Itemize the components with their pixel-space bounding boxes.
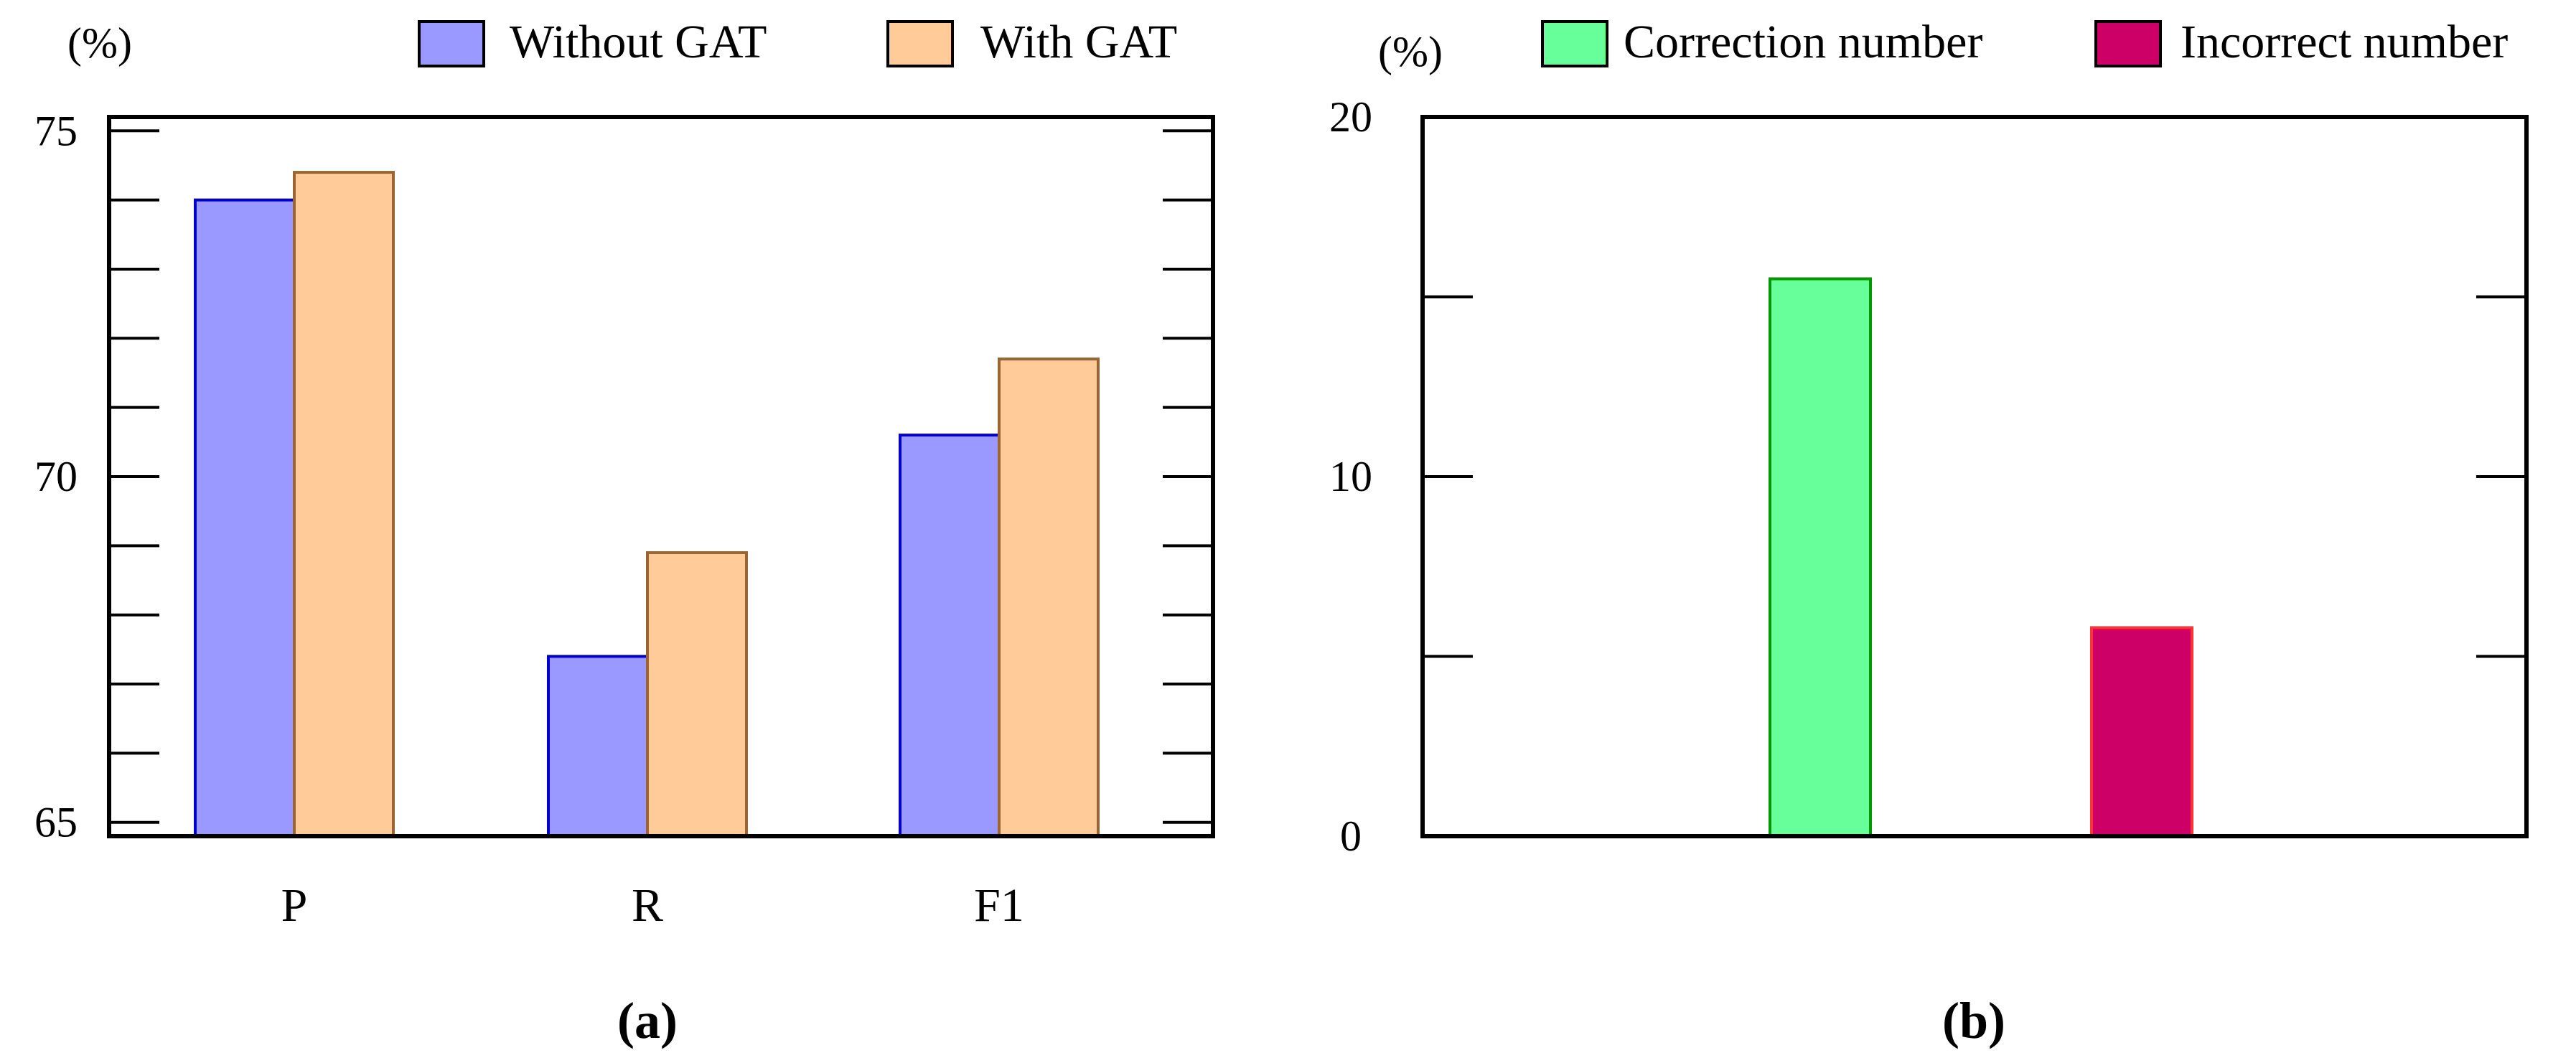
legend-swatch-correction-number	[1541, 20, 1608, 67]
bar-incorrect-number	[2090, 626, 2193, 838]
chart-panel-a: (%) Without GAT With GAT 65 70 75 P R F1 (a)	[34, 16, 1215, 1049]
x-tick-label-a: F1	[974, 879, 1024, 932]
bar-with-gat-p	[293, 171, 395, 838]
x-tick-label-a: P	[281, 879, 308, 932]
y-tick-label-b: 0	[1340, 813, 1362, 860]
bar-correction-number	[1769, 277, 1872, 838]
bar-without-gat-p	[194, 198, 296, 838]
bar-with-gat-f1	[998, 357, 1100, 838]
plot-frame-a	[107, 115, 1215, 838]
legend-label-without-gat: Without GAT	[510, 16, 767, 68]
y-tick-labels-b: 0 10 20	[1329, 93, 1372, 860]
y-unit-label-a: (%)	[67, 19, 132, 67]
y-tick-label-b: 20	[1329, 93, 1372, 141]
legend-a: Without GAT With GAT	[418, 16, 1177, 68]
y-tick-labels-a: 65 70 75	[34, 107, 78, 846]
legend-label-correction-number: Correction number	[1624, 16, 1982, 68]
bar-with-gat-r	[646, 551, 748, 838]
caption-b: (b)	[1942, 992, 2005, 1049]
bars-b	[1769, 277, 2193, 838]
ticks-b	[1423, 295, 2526, 658]
y-tick-label-a: 70	[34, 453, 78, 500]
legend-swatch-without-gat	[418, 20, 485, 67]
legend-label-with-gat: With GAT	[980, 16, 1177, 68]
x-tick-labels-a: P R F1	[281, 879, 1024, 932]
x-tick-label-a: R	[632, 879, 663, 932]
y-tick-label-a: 65	[34, 799, 78, 846]
bar-without-gat-r	[547, 655, 649, 838]
plot-frame-b	[1420, 115, 2529, 838]
bars-a	[194, 171, 1100, 838]
chart-panel-b: (%) Correction number Incorrect number 0…	[1329, 16, 2529, 1049]
legend-swatch-incorrect-number	[2094, 20, 2162, 67]
legend-b: Correction number Incorrect number	[1541, 16, 2508, 68]
caption-a: (a)	[617, 992, 678, 1049]
ticks-a	[109, 129, 1213, 824]
bar-without-gat-f1	[899, 434, 1001, 838]
y-unit-label-b: (%)	[1378, 28, 1443, 75]
y-tick-label-b: 10	[1329, 453, 1372, 500]
legend-label-incorrect-number: Incorrect number	[2181, 16, 2508, 68]
y-tick-label-a: 75	[34, 107, 78, 154]
legend-swatch-with-gat	[886, 20, 954, 67]
